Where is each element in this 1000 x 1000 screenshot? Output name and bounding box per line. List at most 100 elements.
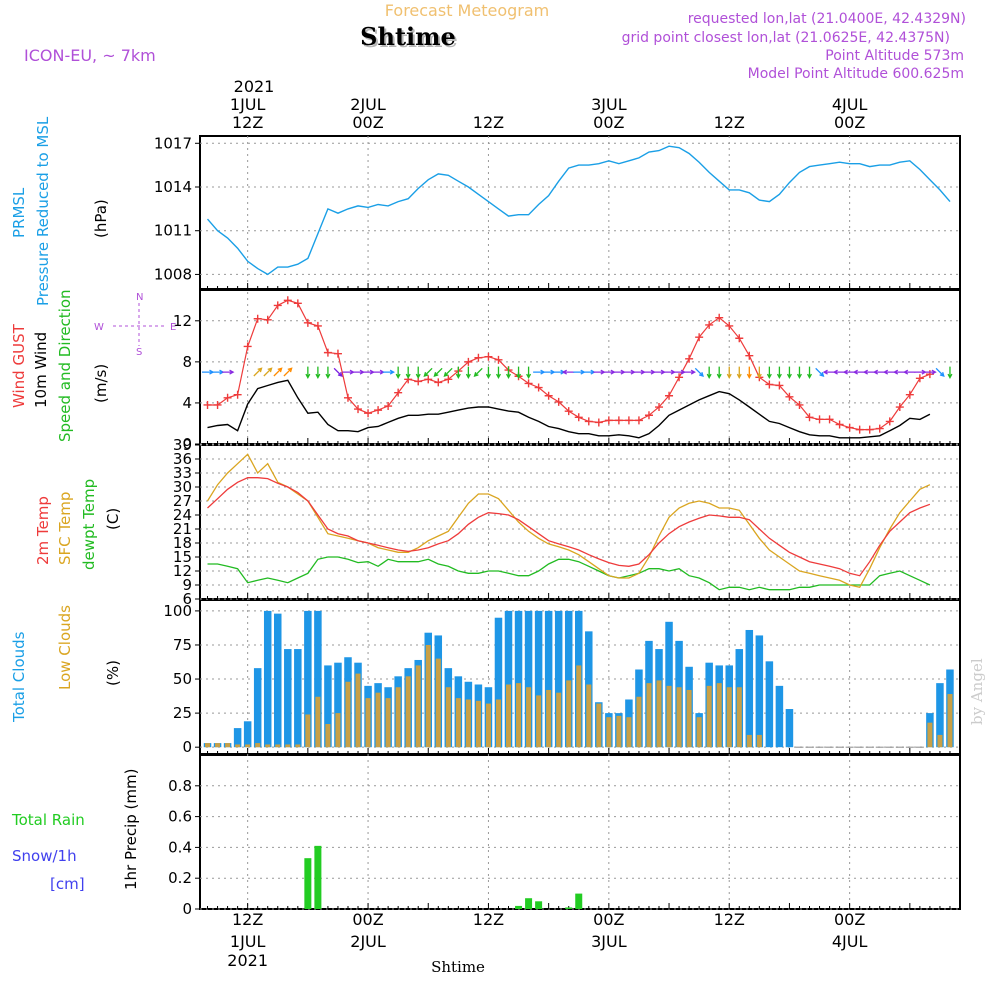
top-date-label: 3JUL	[591, 95, 627, 114]
wind-direction-arrow	[543, 369, 556, 375]
wind-direction-arrow	[914, 369, 927, 375]
wind-direction-arrow	[305, 366, 311, 379]
wind-direction-arrow	[415, 366, 421, 379]
total-cloud-bar	[936, 683, 944, 748]
wind-direction-arrow	[726, 366, 732, 379]
wind-direction-arrow	[506, 366, 512, 379]
total-cloud-bar	[775, 685, 784, 748]
y-tick-label: 25	[173, 704, 192, 722]
gust-marker	[845, 423, 854, 432]
total-cloud-bar	[324, 665, 332, 748]
bottom-time-label: 4JUL	[832, 932, 868, 951]
bottom-time-label: 2JUL	[350, 932, 386, 951]
gust-marker	[725, 321, 734, 330]
wind-gust-label: Wind GUST	[10, 323, 28, 408]
gust-marker	[865, 425, 874, 434]
low-cloud-bar	[666, 685, 672, 748]
gust-marker	[685, 354, 694, 363]
wind-label: 10m Wind	[32, 332, 50, 408]
sfc-temp-line	[206, 453, 931, 589]
y-tick-label: 50	[173, 670, 192, 688]
bottom-time-label: 00Z	[593, 910, 624, 929]
low-cloud-bar	[495, 699, 501, 748]
wind-direction-arrow	[212, 369, 225, 375]
temp-frame	[199, 444, 961, 600]
wind-direction-arrow	[342, 369, 355, 375]
pressure-panel: 1008 1011 1014 1017	[154, 134, 951, 289]
wind-direction-arrow	[746, 366, 752, 379]
low-cloud-bar	[265, 744, 271, 748]
total-cloud-bar	[765, 661, 774, 748]
gust-marker	[665, 391, 674, 400]
y-tick-label: 1014	[154, 178, 192, 196]
bottom-time-label: 1JUL	[230, 932, 266, 951]
gust-marker	[464, 357, 473, 366]
bottom-time-label: 3JUL	[591, 932, 627, 951]
wind-direction-arrow	[433, 367, 443, 377]
wind-direction-arrow	[202, 369, 215, 375]
y-tick-label: 12	[173, 312, 192, 330]
wind-direction-arrow	[573, 369, 586, 375]
wind-direction-arrow	[694, 367, 704, 377]
wind-direction-arrow	[902, 369, 916, 375]
gust-marker	[323, 348, 332, 357]
wind-direction-arrow	[924, 369, 937, 375]
gust-marker	[855, 425, 864, 434]
total-cloud-bar	[785, 709, 794, 748]
low-cloud-bar	[215, 743, 221, 748]
low-cloud-bar	[415, 665, 421, 748]
total-cloud-bar	[524, 610, 533, 748]
low-cloud-bar	[656, 680, 662, 748]
gust-marker	[815, 415, 824, 424]
low-cloud-bar	[295, 744, 301, 748]
pressure-frame	[199, 135, 961, 290]
wind-direction-arrow	[325, 366, 331, 379]
gust-marker	[374, 406, 383, 415]
wind-unit: (m/s)	[92, 364, 110, 403]
watermark: by Angel	[968, 658, 986, 725]
top-hour-label: 12Z	[473, 113, 504, 132]
pressure-label-2: Pressure Reduced to MSL	[34, 116, 52, 306]
low-cloud-bar	[746, 734, 752, 748]
wind-direction-arrow	[613, 369, 626, 375]
gust-marker	[614, 416, 623, 425]
top-title: Forecast Meteogram	[385, 1, 549, 20]
gust-marker	[795, 400, 804, 409]
temp-2m-label: 2m Temp	[34, 496, 52, 565]
low-cloud-bar	[566, 680, 572, 748]
top-hour-label: 00Z	[593, 113, 624, 132]
gust-marker	[735, 334, 744, 343]
total-cloud-bar	[755, 635, 764, 748]
bottom-time-label: 2021	[227, 951, 268, 970]
y-tick-label: 18	[173, 534, 192, 552]
rain-bar	[535, 901, 543, 909]
total-cloud-bar	[243, 721, 252, 748]
gust-marker	[785, 392, 794, 401]
rain-bar	[575, 893, 583, 909]
wind-direction-arrow	[516, 366, 522, 379]
gust-marker	[444, 375, 453, 384]
total-cloud-bar	[745, 629, 754, 748]
low-cloud-bar	[455, 698, 461, 748]
gust-marker	[554, 397, 563, 406]
low-cloud-bar	[556, 692, 562, 748]
low-cloud-bar	[536, 695, 542, 748]
gust-marker	[424, 375, 433, 384]
gust-marker	[675, 373, 684, 382]
total-cloud-bar	[665, 621, 673, 748]
low-cloud-bar	[285, 744, 291, 748]
clouds-total-label: Total Clouds	[10, 631, 28, 723]
gust-marker	[203, 400, 212, 409]
gust-marker	[434, 378, 443, 387]
low-cloud-bar	[305, 714, 311, 748]
gust-marker	[915, 374, 924, 383]
wind-direction-arrow	[796, 366, 802, 379]
total-cloud-bar	[253, 668, 262, 748]
wind-direction-arrow	[473, 367, 483, 377]
gust-marker	[364, 409, 373, 418]
pressure-line	[206, 145, 951, 276]
wind-direction-arrow	[706, 366, 712, 379]
wind-direction-arrow	[683, 369, 696, 375]
y-tick-label: 33	[173, 464, 192, 482]
precip-rain-label: Total Rain	[11, 811, 85, 829]
